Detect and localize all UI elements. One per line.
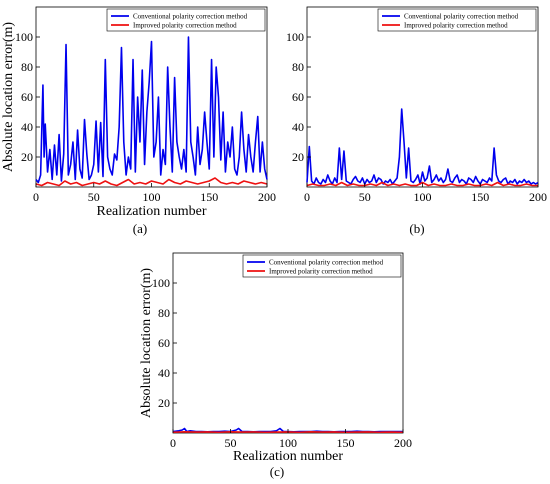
x-axis-label: Realization number (233, 449, 343, 464)
x-tick-label: 50 (225, 436, 237, 450)
legend: Conventional polarity correction methodI… (242, 254, 402, 278)
y-tick-label: 40 (21, 120, 33, 134)
x-tick-label: 100 (279, 436, 297, 450)
legend-box (106, 8, 266, 32)
y-tick-label: 20 (21, 150, 33, 164)
panel-label: (a) (133, 221, 147, 236)
series-line-conventional (35, 36, 268, 184)
legend: Conventional polarity correction methodI… (106, 8, 266, 32)
y-tick-label: 20 (292, 150, 304, 164)
y-tick-label: 100 (286, 30, 304, 44)
legend-entry-label: Conventional polarity correction method (269, 259, 384, 267)
chart-panel-2: 0 50 100 150 200 20 40 60 80 100 Conventional pola… (286, 6, 547, 236)
x-tick-label: 50 (88, 190, 100, 204)
y-tick-label: 20 (158, 396, 170, 410)
series-line-improved (35, 177, 268, 187)
x-tick-label: 150 (337, 436, 355, 450)
y-tick-label: 80 (292, 60, 304, 74)
series-line-conventional (306, 108, 539, 185)
x-axis-label: Realization number (96, 204, 206, 219)
x-tick-label: 0 (304, 190, 310, 204)
y-axis-label: Absolute location error(m) (139, 268, 154, 418)
legend-entry-label: Improved polarity correction method (133, 22, 237, 30)
legend-entry-label: Improved polarity correction method (269, 268, 373, 276)
x-tick-label: 100 (414, 190, 432, 204)
y-axis-label: Absolute location error(m) (1, 22, 16, 172)
legend-box (242, 254, 402, 278)
x-tick-label: 150 (471, 190, 489, 204)
y-tick-label: 80 (158, 306, 170, 320)
x-tick-label: 0 (33, 190, 39, 204)
legend-entry-label: Improved polarity correction method (404, 22, 508, 30)
legend: Conventional polarity correction methodI… (377, 8, 537, 32)
plot-area-frame (172, 252, 404, 434)
y-tick-label: 80 (21, 60, 33, 74)
legend-entry-label: Conventional polarity correction method (133, 13, 248, 21)
y-tick-label: 60 (21, 90, 33, 104)
y-tick-label: 60 (158, 336, 170, 350)
x-tick-label: 100 (143, 190, 161, 204)
x-tick-label: 200 (394, 436, 412, 450)
legend-entry-label: Conventional polarity correction method (404, 13, 519, 21)
x-tick-label: 150 (200, 190, 218, 204)
x-tick-label: 200 (529, 190, 547, 204)
y-tick-label: 40 (292, 120, 304, 134)
panel-label: (c) (270, 464, 284, 479)
series-line-improved (306, 181, 538, 187)
y-tick-label: 40 (158, 366, 170, 380)
legend-box (377, 8, 537, 32)
y-tick-label: 100 (152, 276, 170, 290)
plot-area-frame (306, 6, 539, 188)
y-tick-label: 60 (292, 90, 304, 104)
panel-label: (b) (409, 221, 424, 236)
y-tick-label: 100 (15, 30, 33, 44)
x-tick-label: 0 (170, 436, 176, 450)
x-tick-label: 200 (258, 190, 276, 204)
x-tick-label: 50 (359, 190, 371, 204)
